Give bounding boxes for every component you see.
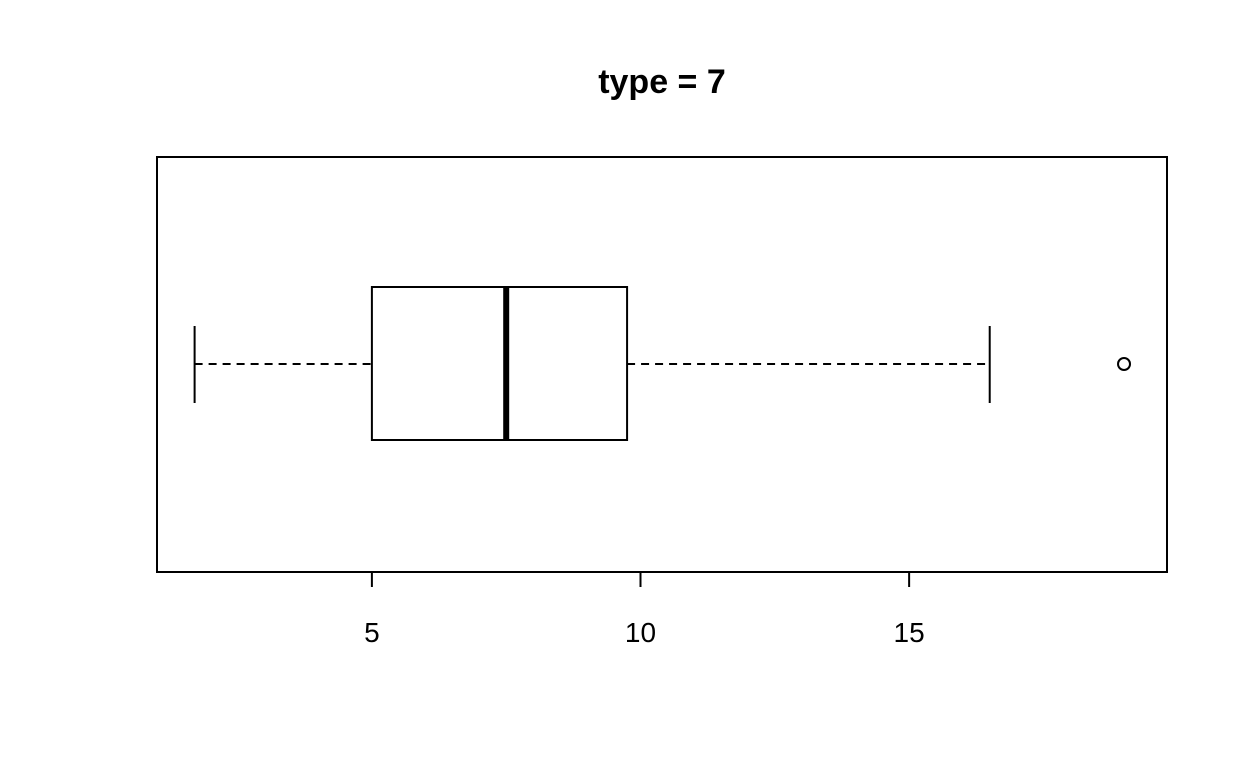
boxplot	[193, 286, 1132, 441]
plot-frame	[156, 156, 1168, 573]
x-tick-label-10: 10	[625, 617, 656, 648]
outlier-point-0	[1117, 357, 1132, 371]
chart-title: type = 7	[598, 63, 726, 101]
iqr-box	[370, 286, 629, 441]
x-axis: 5 10 15	[364, 572, 925, 648]
x-tick-label-15: 15	[894, 617, 925, 648]
x-tick-label-5: 5	[364, 617, 380, 648]
